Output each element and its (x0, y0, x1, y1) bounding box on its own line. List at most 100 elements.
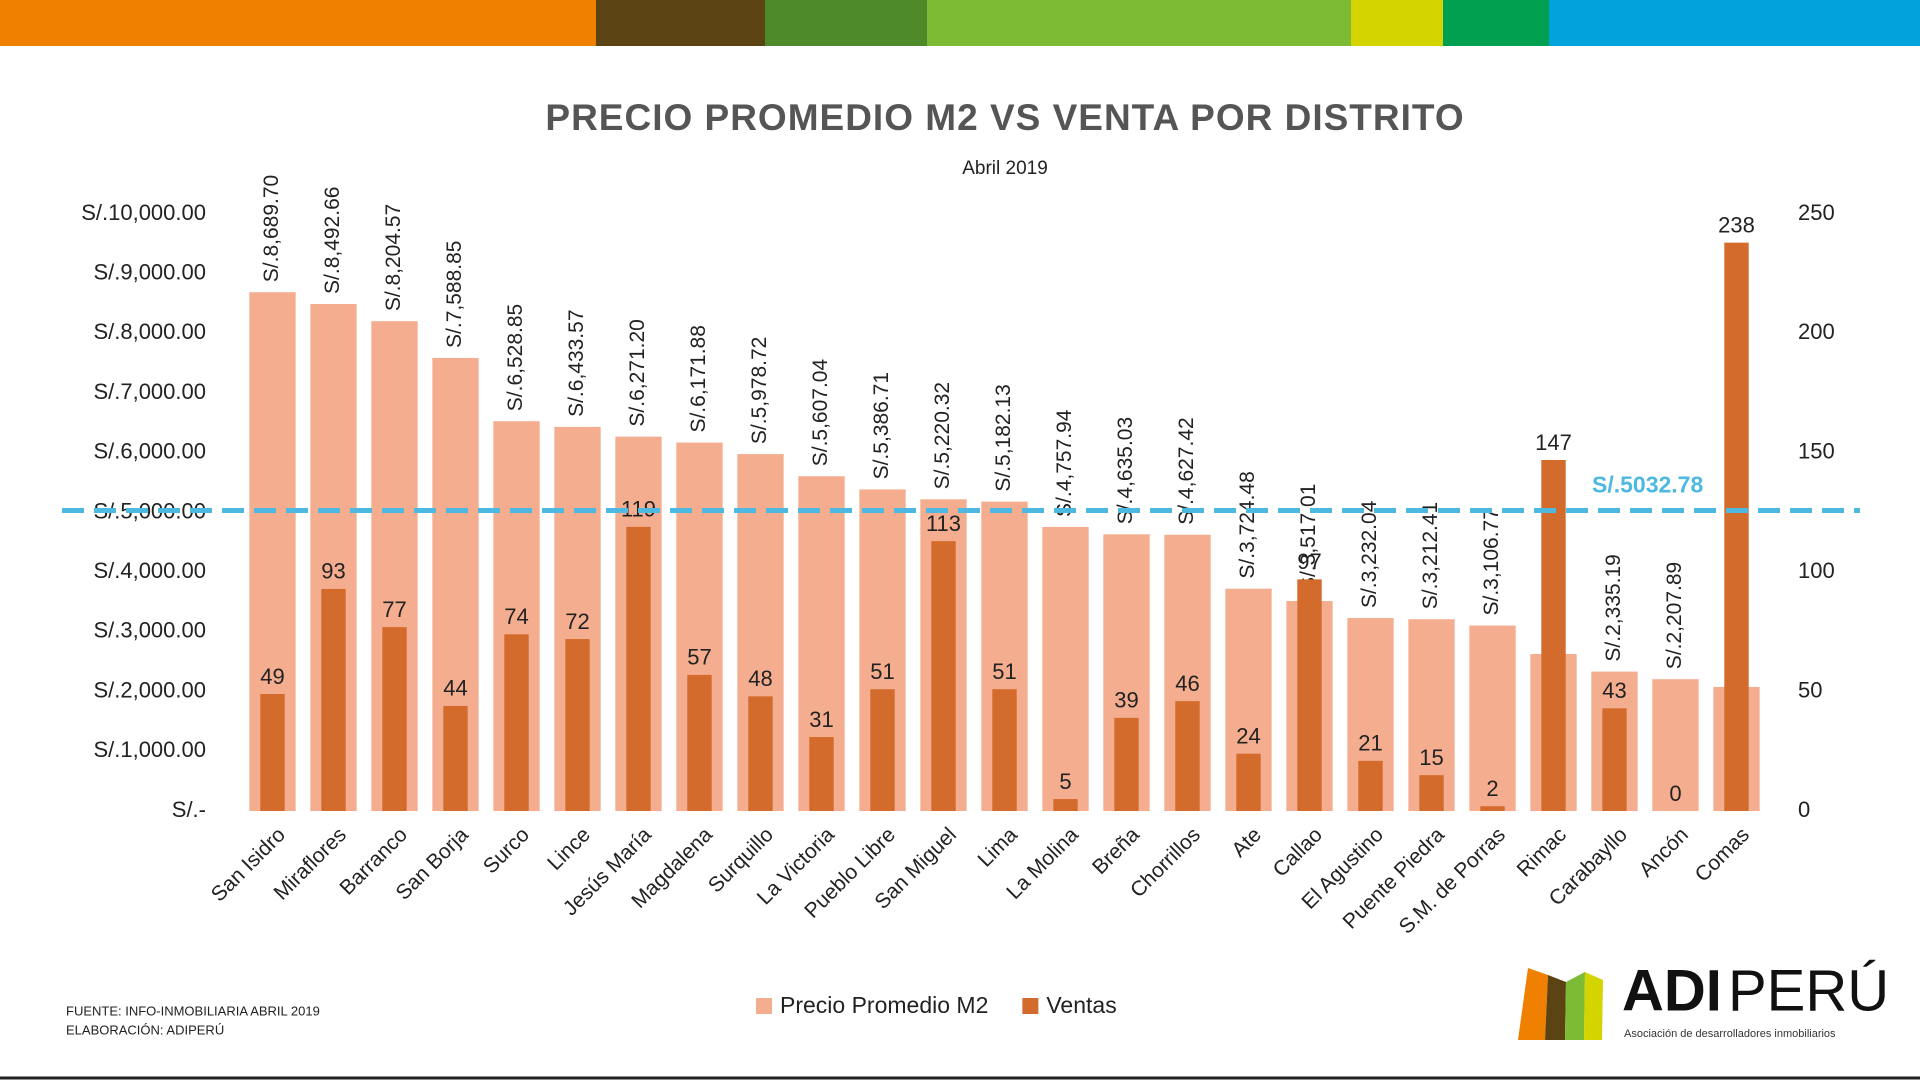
sales-label: 51 (992, 659, 1016, 684)
price-bar (1469, 625, 1516, 811)
sales-bar (443, 705, 468, 811)
strip (1549, 0, 1920, 46)
price-label: S/.8,204.57 (382, 204, 405, 311)
y2-tick-label: 100 (1798, 558, 1835, 583)
price-label: S/.3,212.41 (1419, 502, 1442, 609)
x-tick-label: Comas (1691, 823, 1754, 886)
sales-label: 238 (1718, 212, 1755, 237)
y2-tick-label: 150 (1798, 439, 1835, 464)
price-label: S/.6,528.85 (504, 304, 527, 411)
x-tick-label: S.M. de Porras (1395, 823, 1510, 938)
sales-label: 24 (1236, 724, 1260, 749)
legend-swatch (756, 998, 772, 1014)
price-label: S/.5,978.72 (748, 337, 771, 444)
sales-label: 77 (382, 597, 406, 622)
y-tick-label: S/.6,000.00 (93, 439, 206, 464)
price-label: S/.4,635.03 (1114, 417, 1137, 524)
sales-bar (1114, 717, 1139, 811)
x-tick-label: Callao (1269, 823, 1327, 881)
average-label: S/.5032.78 (1592, 472, 1703, 498)
price-label: S/.3,517.01 (1297, 484, 1320, 591)
sales-label: 44 (443, 676, 467, 701)
sales-bar (809, 736, 834, 811)
chart-title: PRECIO PROMEDIO M2 VS VENTA POR DISTRITO (545, 97, 1464, 138)
y2-tick-label: 0 (1798, 797, 1810, 822)
y-tick-label: S/.3,000.00 (93, 618, 206, 643)
y-tick-label: S/.7,000.00 (93, 379, 206, 404)
price-label: S/.2,335.19 (1602, 554, 1625, 661)
price-label: S/.7,588.85 (443, 241, 466, 348)
sales-bar (1602, 708, 1627, 811)
sales-label: 49 (260, 664, 284, 689)
sales-label: 93 (321, 559, 345, 584)
sales-bar (1236, 753, 1261, 811)
sales-bar (1724, 242, 1749, 811)
logo-shape (1565, 972, 1585, 1040)
y-tick-label: S/.2,000.00 (93, 677, 206, 702)
sales-label: 51 (870, 659, 894, 684)
footer-source: FUENTE: INFO-INMOBILIARIA ABRIL 2019 (66, 1003, 320, 1018)
sales-label: 0 (1669, 781, 1681, 806)
sales-label: 57 (687, 645, 711, 670)
sales-bar (1053, 799, 1078, 811)
price-label: S/.4,627.42 (1175, 417, 1198, 524)
sales-label: 48 (748, 666, 772, 691)
sales-label: 39 (1114, 688, 1138, 713)
sales-bar (260, 693, 285, 811)
sales-label: 2 (1486, 776, 1498, 801)
sales-bar (748, 696, 773, 811)
sales-bar (565, 639, 590, 811)
sales-bar (1480, 806, 1505, 811)
price-label: S/.3,106.77 (1480, 508, 1503, 615)
sales-bar (1358, 760, 1383, 811)
sales-bar (992, 689, 1017, 811)
price-bar (1652, 679, 1699, 811)
price-bar (1042, 526, 1089, 811)
price-label: S/.2,207.89 (1663, 562, 1686, 669)
y-tick-label: S/.9,000.00 (93, 260, 206, 285)
price-label: S/.5,220.32 (931, 382, 954, 489)
sales-bar (931, 541, 956, 811)
strip (1351, 0, 1443, 46)
sales-label: 43 (1602, 678, 1626, 703)
sales-label: 31 (809, 707, 833, 732)
y-tick-label: S/.8,000.00 (93, 319, 206, 344)
price-label: S/.6,171.88 (687, 325, 710, 432)
sales-label: 21 (1358, 731, 1382, 756)
sales-bar (504, 634, 529, 811)
logo-tagline: Asociación de desarrolladores inmobiliar… (1624, 1028, 1836, 1040)
sales-bar (382, 627, 407, 811)
strip (0, 0, 596, 46)
sales-label: 74 (504, 604, 528, 629)
sales-label: 5 (1059, 769, 1071, 794)
logo-shape (1584, 972, 1603, 1040)
top-strip (0, 0, 1920, 46)
y-tick-label: S/.1,000.00 (93, 737, 206, 762)
sales-bar (1541, 459, 1566, 811)
sales-label: 46 (1175, 671, 1199, 696)
sales-bar (1175, 701, 1200, 811)
sales-label: 72 (565, 609, 589, 634)
price-label: S/.6,271.20 (626, 319, 649, 426)
x-tick-label: Breña (1088, 823, 1144, 879)
price-label: S/.3,232.04 (1358, 500, 1381, 608)
footer-credit: ELABORACIÓN: ADIPERÚ (66, 1022, 224, 1037)
sales-bar (321, 588, 346, 811)
y-tick-label: S/.10,000.00 (81, 200, 206, 225)
sales-bar (626, 526, 651, 811)
price-label: S/.5,182.13 (992, 384, 1015, 491)
sales-bar (1297, 579, 1322, 811)
price-label: S/.6,433.57 (565, 309, 588, 416)
price-label: S/.5,607.04 (809, 359, 832, 467)
x-tick-label: Lince (543, 823, 595, 875)
x-tick-label: Lima (973, 823, 1022, 872)
logo: ADI PERÚ Asociación de desarrolladores i… (1518, 958, 1889, 1040)
logo-name: PERÚ (1728, 958, 1889, 1023)
y-tick-label: S/.4,000.00 (93, 558, 206, 583)
legend-swatch (1022, 998, 1039, 1014)
y2-tick-label: 50 (1798, 677, 1822, 702)
strip (927, 0, 1351, 46)
legend-label: Ventas (1046, 992, 1116, 1018)
price-label: S/.3,724.48 (1236, 471, 1259, 578)
